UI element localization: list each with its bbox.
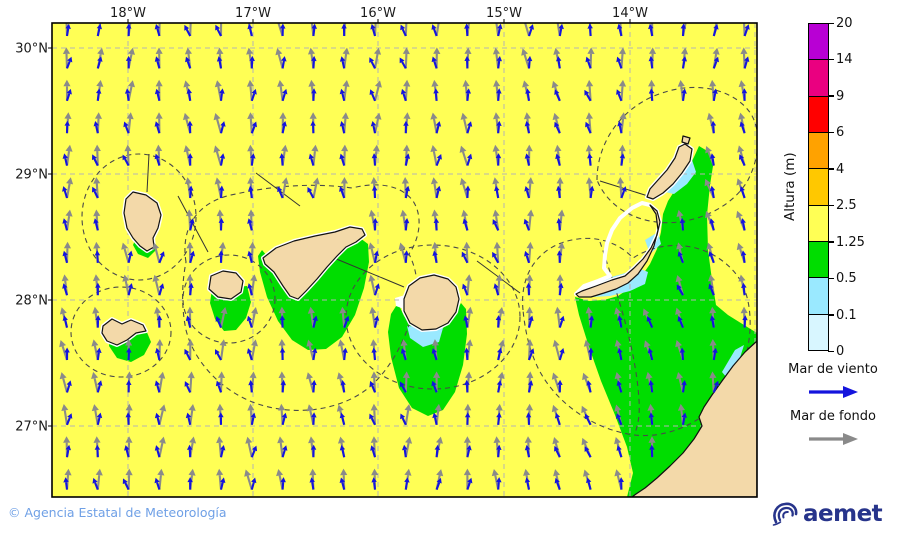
zone-lanzarote xyxy=(596,86,757,224)
colorbar-segment xyxy=(809,313,828,350)
island-el-hierro xyxy=(101,318,147,346)
colorbar-level: 9 xyxy=(836,88,845,104)
island-gran-canaria xyxy=(403,274,460,331)
colorbar-segment xyxy=(809,204,828,241)
axis-labels: 18°W 17°W 16°W 15°W 14°W 30°N 29°N 28°N 27°N xyxy=(15,6,648,435)
aemet-swirl-icon xyxy=(772,502,798,526)
colorbar-level: 1.25 xyxy=(836,234,865,250)
island-fuerteventura xyxy=(575,204,661,298)
island-tenerife xyxy=(262,226,366,300)
colorbar-segment xyxy=(809,131,828,169)
lon-label: 15°W xyxy=(486,6,522,21)
colorbar-segment xyxy=(809,95,828,132)
zone-gran-canaria xyxy=(345,244,521,390)
wave-area-tenerife xyxy=(258,238,369,350)
wave-height-colorbar xyxy=(808,23,829,351)
lat-label: 27°N xyxy=(15,420,48,435)
aemet-logo[interactable]: aemet xyxy=(770,499,883,529)
lon-label: 16°W xyxy=(360,6,396,21)
zone-la-palma xyxy=(81,153,197,281)
wind-arrow-icon xyxy=(809,386,858,398)
colorbar-title: Altura (m) xyxy=(782,152,798,222)
map-border xyxy=(51,22,758,498)
lat-label: 30°N xyxy=(15,42,48,57)
colorbar-level: 0.5 xyxy=(836,271,857,287)
zone-la-gomera xyxy=(182,254,276,344)
colorbar-segment xyxy=(809,24,828,60)
colorbar-level: 0 xyxy=(836,344,845,359)
lon-label: 18°W xyxy=(110,6,146,21)
colorbar-segment xyxy=(809,240,828,278)
zone-el-hierro xyxy=(70,286,172,378)
colorbar-level: 14 xyxy=(836,52,853,68)
islands xyxy=(100,135,757,497)
island-lanzarote xyxy=(646,143,693,200)
vector-field xyxy=(59,23,750,491)
sea-lobe xyxy=(712,126,757,322)
colorbar-level: 2.5 xyxy=(836,198,857,214)
island-la-palma xyxy=(123,191,162,252)
colorbar-level: 0.1 xyxy=(836,307,857,323)
lat-label: 28°N xyxy=(15,294,48,309)
zone-divider-dashed xyxy=(599,241,640,434)
wind-sea-label: Mar de viento xyxy=(788,362,878,377)
copyright-link[interactable]: © Agencia Estatal de Meteorología xyxy=(8,505,227,520)
lon-label: 14°W xyxy=(612,6,648,21)
lat-label: 29°N xyxy=(15,168,48,183)
lon-label: 17°W xyxy=(235,6,271,21)
colorbar-level: 6 xyxy=(836,125,845,141)
swell-label: Mar de fondo xyxy=(789,409,877,424)
colorbar-segment xyxy=(809,277,828,314)
colorbar-segment xyxy=(809,59,828,96)
wave-area-cyan-africa xyxy=(722,345,744,378)
arrow-legend: Mar de viento Mar de fondo xyxy=(778,362,888,456)
swell-arrow-icon xyxy=(809,433,858,445)
islet-la-graciosa xyxy=(681,135,691,145)
colorbar-segment xyxy=(809,168,828,205)
colorbar-level: 20 xyxy=(836,16,853,31)
aemet-wordmark: aemet xyxy=(803,501,883,527)
african-coast xyxy=(631,340,757,497)
island-la-gomera xyxy=(208,270,244,300)
colorbar-level: 4 xyxy=(836,161,845,177)
